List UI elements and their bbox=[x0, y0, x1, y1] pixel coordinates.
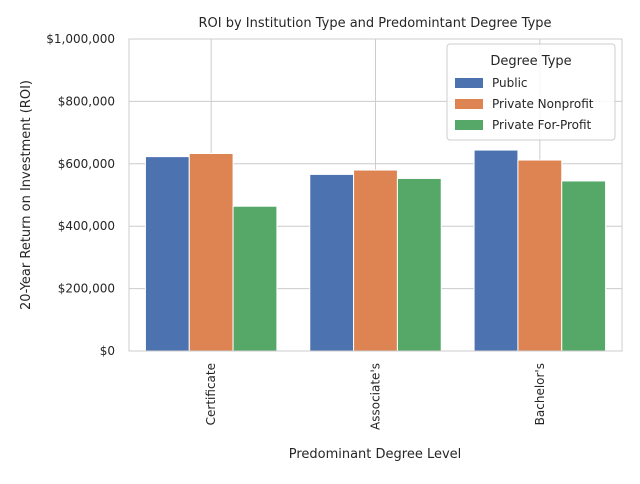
legend-title: Degree Type bbox=[490, 54, 571, 69]
bar bbox=[473, 149, 519, 352]
y-tick-label: $0 bbox=[100, 344, 115, 358]
x-tick-label: Certificate bbox=[204, 363, 218, 425]
legend-box bbox=[446, 43, 616, 141]
y-tick-label: $400,000 bbox=[58, 219, 115, 233]
bar bbox=[517, 159, 563, 352]
legend-swatch bbox=[455, 78, 483, 88]
y-tick-label: $600,000 bbox=[58, 157, 115, 171]
bar bbox=[188, 153, 234, 352]
legend: Degree Type Public Private Nonprofit Priva… bbox=[446, 43, 616, 141]
x-tick-labels: Certificate Associate's Bachelor's bbox=[204, 363, 547, 430]
bar bbox=[309, 173, 355, 352]
bar bbox=[232, 205, 278, 352]
legend-label: Private Nonprofit bbox=[492, 97, 594, 111]
legend-swatch bbox=[455, 120, 483, 130]
x-axis-label: Predominant Degree Level bbox=[289, 447, 462, 462]
bar bbox=[396, 177, 442, 352]
x-tick-label: Associate's bbox=[369, 363, 383, 430]
y-tick-label: $200,000 bbox=[58, 282, 115, 296]
bar bbox=[353, 169, 398, 352]
legend-label: Public bbox=[492, 76, 528, 90]
y-axis-label: 20-Year Return on Investment (ROI) bbox=[19, 80, 34, 310]
legend-entries: Public Private Nonprofit Private For-Profi… bbox=[455, 76, 594, 132]
legend-label: Private For-Profit bbox=[492, 118, 592, 132]
chart-title: ROI by Institution Type and Predomintant… bbox=[198, 16, 551, 31]
legend-swatch bbox=[455, 99, 483, 109]
plot-frame bbox=[128, 38, 623, 352]
y-tick-labels: $0 $200,000 $400,000 $600,000 $800,000 $1,000… bbox=[46, 32, 115, 358]
bar bbox=[561, 180, 607, 352]
bars bbox=[144, 149, 607, 352]
x-tick-label: Bachelor's bbox=[533, 363, 547, 425]
y-tick-label: $800,000 bbox=[58, 94, 115, 108]
y-tick-label: $1,000,000 bbox=[46, 32, 115, 46]
bar bbox=[144, 156, 190, 352]
